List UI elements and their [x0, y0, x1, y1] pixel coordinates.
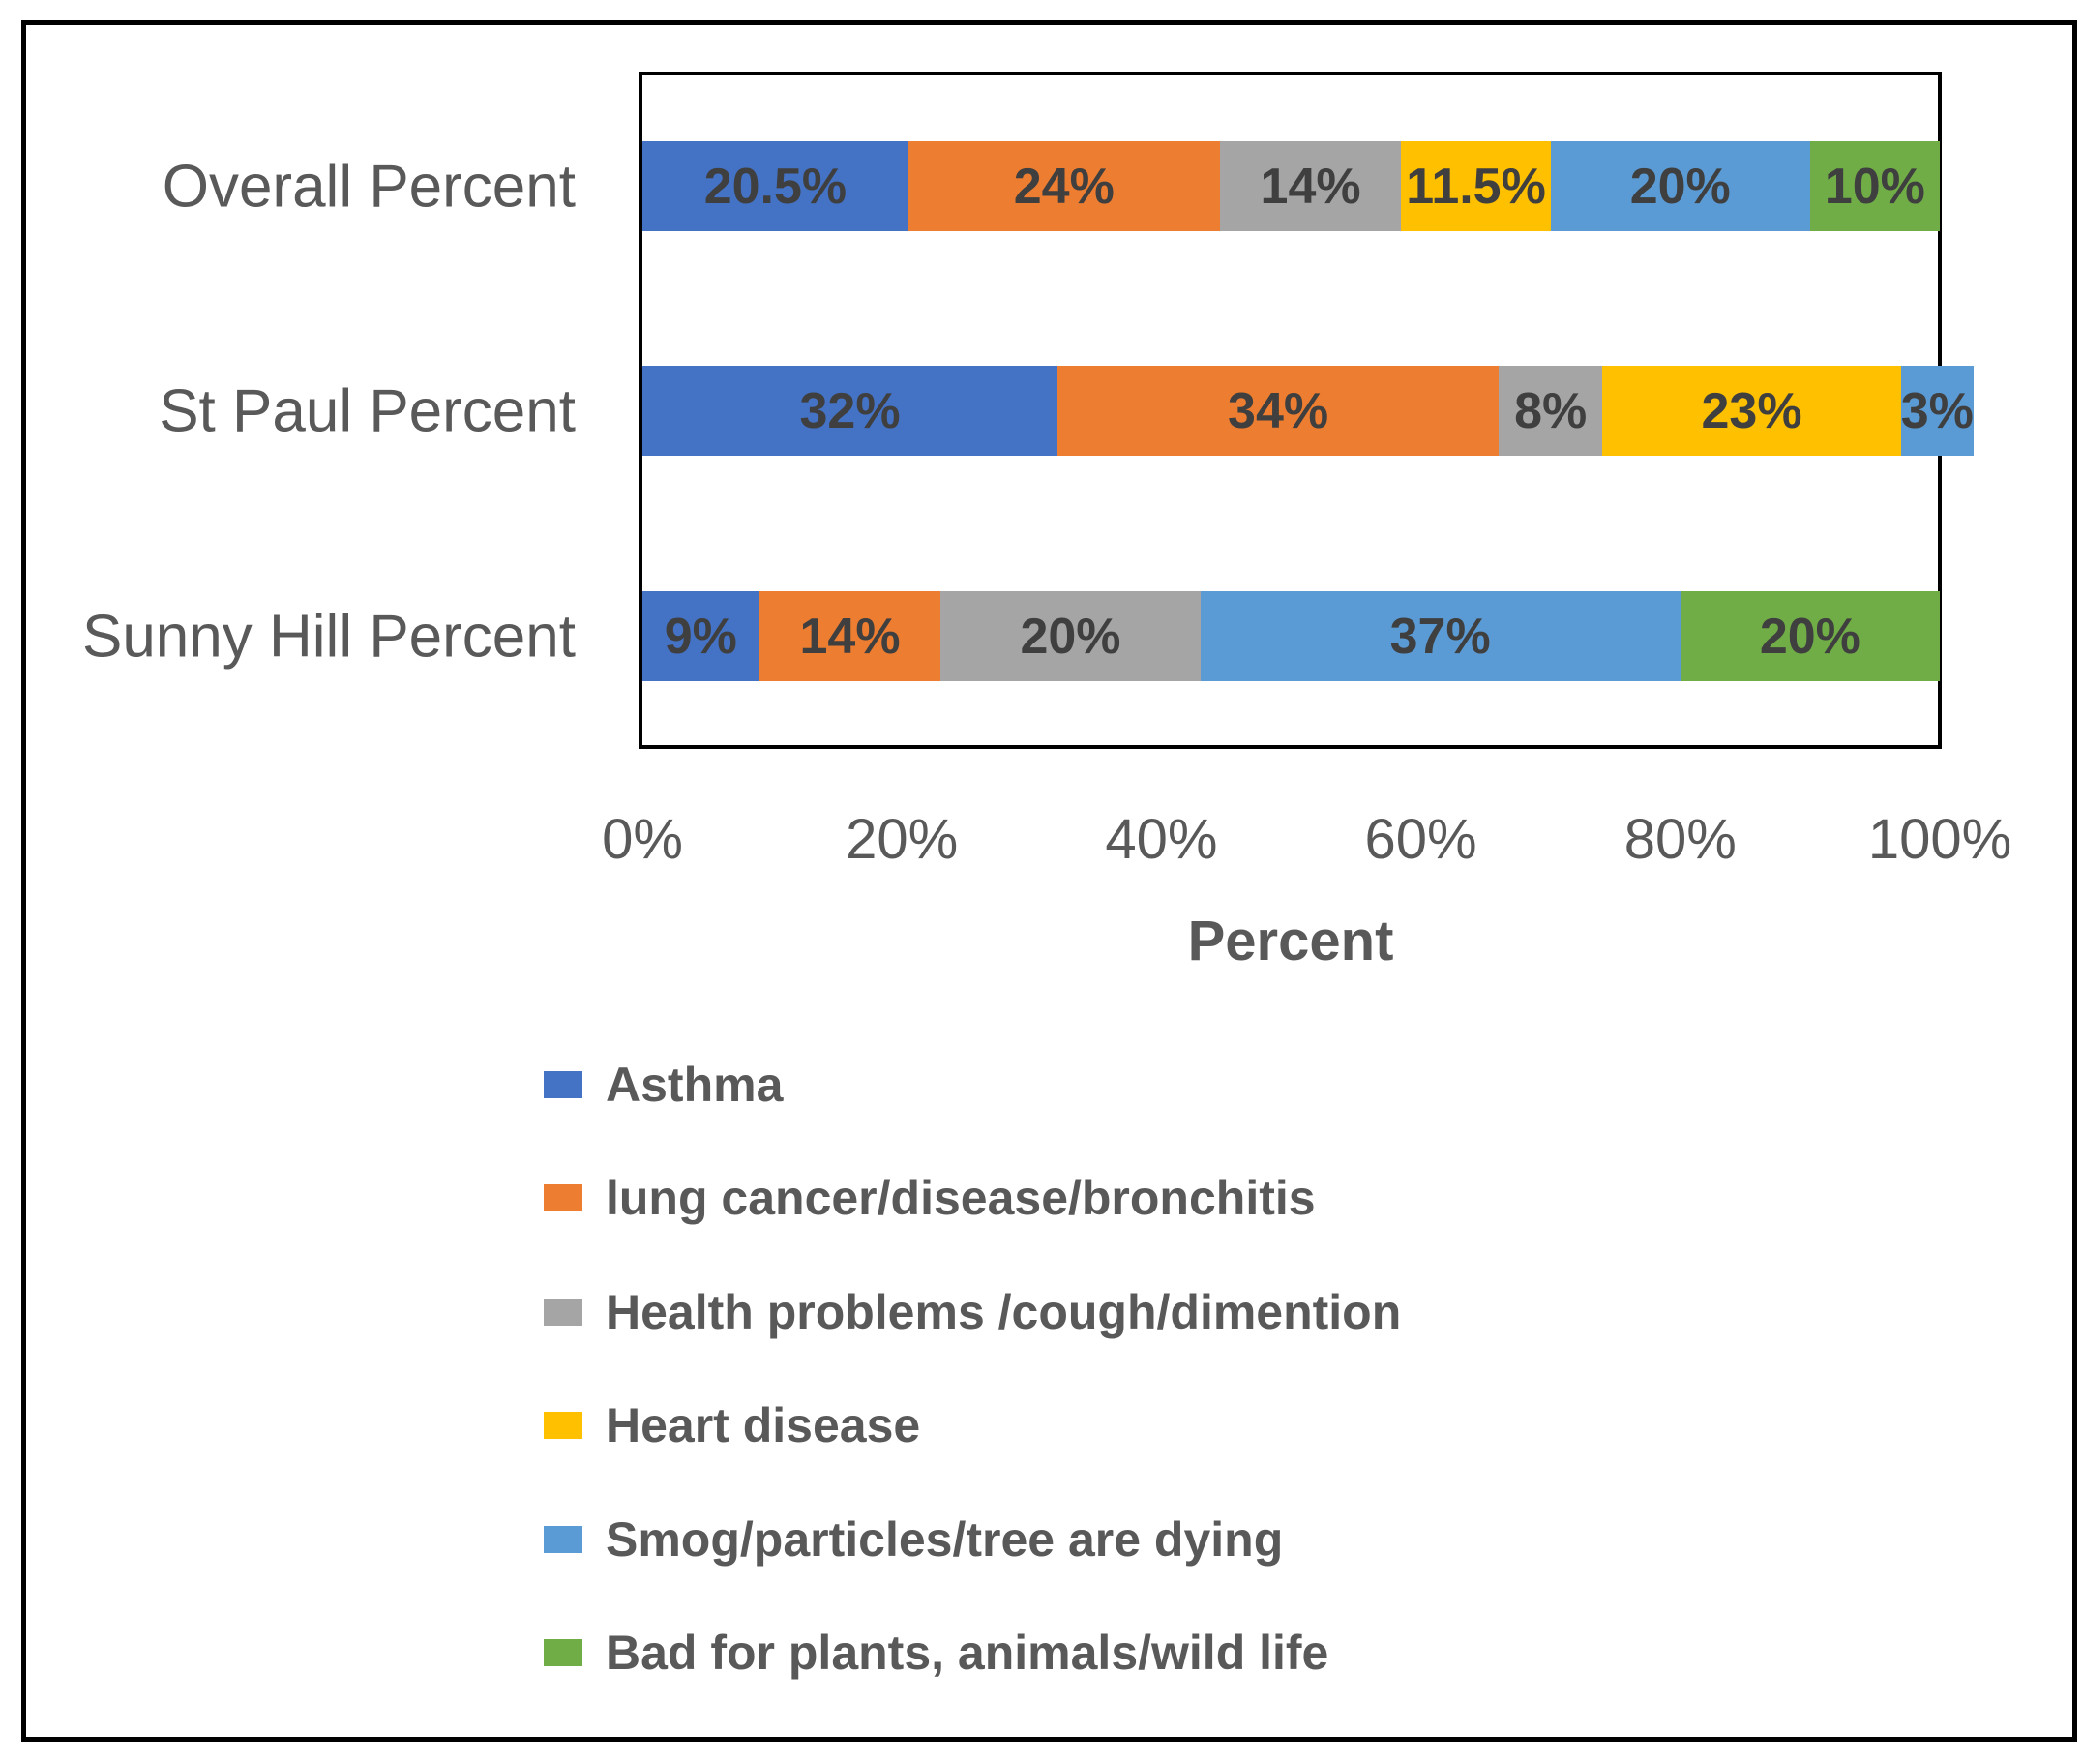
bar-row: 20.5% 24% 14% 11.5% 20% 10% — [642, 141, 1940, 231]
bar-segment: 20% — [1550, 141, 1810, 231]
bar-segment-label: 20.5% — [703, 158, 848, 215]
x-axis-tick-label: 20% — [846, 808, 959, 871]
bar-segment: 37% — [1200, 591, 1681, 681]
bar-segment-label: 32% — [799, 382, 901, 439]
legend-swatch — [544, 1526, 582, 1553]
legend-label: Heart disease — [606, 1398, 921, 1452]
bar-segment-label: 20% — [1020, 608, 1121, 665]
x-axis-tick-label: 0% — [602, 808, 683, 871]
bar-segment-label: 20% — [1629, 158, 1731, 215]
legend-swatch — [544, 1639, 582, 1666]
x-axis-tick-label: 60% — [1364, 808, 1477, 871]
legend-swatch — [544, 1184, 582, 1211]
bar-segment-label: 8% — [1514, 382, 1588, 439]
bar-segment-label: 24% — [1013, 158, 1115, 215]
bar-segment-label: 23% — [1701, 382, 1802, 439]
bar-segment-label: 34% — [1228, 382, 1329, 439]
legend-label: Asthma — [606, 1058, 784, 1112]
x-axis-tick-label: 40% — [1105, 808, 1218, 871]
bar-segment: 3% — [1900, 366, 1974, 456]
bar-segment: 8% — [1499, 366, 1603, 456]
category-label: Sunny Hill Percent — [81, 603, 576, 670]
bar-segment-label: 20% — [1759, 608, 1860, 665]
x-axis-tick-label: 100% — [1867, 808, 2012, 871]
legend-label: lung cancer/disease/bronchitis — [606, 1171, 1316, 1225]
bar-segment: 20% — [1680, 591, 1940, 681]
figure-border — [21, 20, 2077, 1742]
legend-swatch — [544, 1299, 582, 1326]
bar-segment: 14% — [759, 591, 941, 681]
bar-segment: 32% — [642, 366, 1058, 456]
bar-segment-label: 37% — [1389, 608, 1491, 665]
bar-segment-label: 14% — [1260, 158, 1361, 215]
bar-segment: 11.5% — [1401, 141, 1551, 231]
bar-segment-label: 11.5% — [1406, 158, 1546, 215]
bar-row: 9% 14% 20% 37% 20% — [642, 591, 1940, 681]
bar-segment: 20.5% — [642, 141, 908, 231]
bar-row: 32% 34% 8% 23% 3% — [642, 366, 1974, 456]
bar-segment: 14% — [1219, 141, 1402, 231]
bar-segment-label: 14% — [799, 608, 901, 665]
x-axis-title: Percent — [1187, 910, 1394, 972]
bar-segment: 20% — [940, 591, 1201, 681]
legend-label: Smog/particles/tree are dying — [606, 1512, 1284, 1567]
legend-swatch — [544, 1412, 582, 1439]
bar-segment: 9% — [642, 591, 759, 681]
category-label: St Paul Percent — [159, 377, 576, 444]
bar-segment: 34% — [1057, 366, 1500, 456]
bar-segment-label: 9% — [664, 608, 737, 665]
bar-segment: 24% — [908, 141, 1220, 231]
x-axis-tick-label: 80% — [1623, 808, 1737, 871]
legend-swatch — [544, 1071, 582, 1098]
bar-segment-label: 3% — [1900, 382, 1974, 439]
bar-segment: 23% — [1602, 366, 1901, 456]
legend-label: Bad for plants, animals/wild life — [606, 1626, 1329, 1680]
bar-segment: 10% — [1809, 141, 1940, 231]
legend-label: Health problems /cough/dimention — [606, 1285, 1402, 1339]
bar-segment-label: 10% — [1824, 158, 1925, 215]
category-label: Overall Percent — [162, 153, 576, 220]
